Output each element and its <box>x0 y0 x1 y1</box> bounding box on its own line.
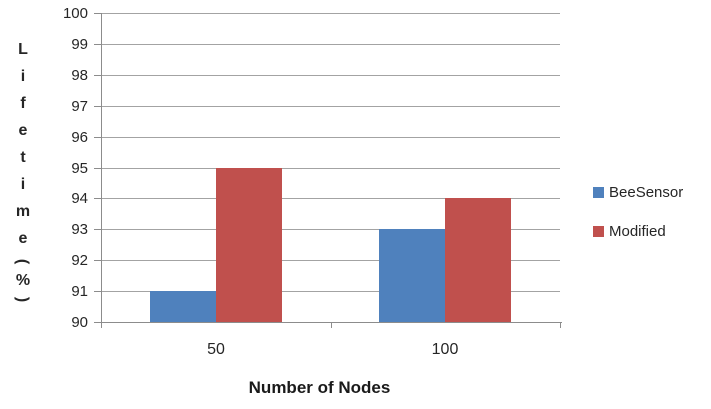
gridline <box>101 44 560 45</box>
y-axis-title-char: i <box>20 68 26 85</box>
y-tick <box>94 322 101 323</box>
y-axis-title-char: L <box>18 41 28 58</box>
y-tick <box>94 75 101 76</box>
y-tick <box>94 260 101 261</box>
y-tick-label: 91 <box>71 283 88 300</box>
y-axis-line <box>101 13 102 322</box>
y-axis-title-char: ( <box>14 258 32 265</box>
gridline <box>101 260 560 261</box>
y-tick <box>94 291 101 292</box>
bar-modified-100 <box>445 198 511 322</box>
x-tick <box>560 322 561 328</box>
y-tick <box>94 106 101 107</box>
legend: BeeSensor Modified <box>593 184 683 240</box>
legend-label: BeeSensor <box>609 184 684 201</box>
bar-beesensor-100 <box>379 229 445 322</box>
y-tick-label: 95 <box>71 160 88 177</box>
legend-item: BeeSensor <box>593 184 683 201</box>
y-tick-label: 99 <box>71 36 88 53</box>
y-tick <box>94 13 101 14</box>
bar-modified-50 <box>216 168 282 322</box>
y-tick-label: 92 <box>71 252 88 269</box>
x-tick <box>101 322 102 328</box>
x-category-label: 50 <box>207 341 225 358</box>
y-tick-label: 97 <box>71 98 88 115</box>
gridline <box>101 13 560 14</box>
legend-swatch-modified <box>593 226 604 237</box>
y-axis-title-char: i <box>20 176 26 193</box>
y-axis-title-char: m <box>15 203 31 220</box>
x-category-label: 100 <box>431 341 459 358</box>
y-axis-title-char: % <box>15 272 31 289</box>
legend-item: Modified <box>593 223 683 240</box>
legend-label: Modified <box>609 223 666 240</box>
y-tick-label: 93 <box>71 221 88 238</box>
x-tick <box>331 322 332 328</box>
y-axis-title-char: e <box>18 230 28 247</box>
y-tick-label: 98 <box>71 67 88 84</box>
y-tick <box>94 198 101 199</box>
gridline <box>101 291 560 292</box>
y-tick-label: 96 <box>71 129 88 146</box>
gridline <box>101 75 560 76</box>
y-axis-title-char: f <box>20 95 26 112</box>
y-axis-title-char: e <box>18 122 28 139</box>
y-axis-title-char: ) <box>14 296 32 303</box>
y-tick-label: 90 <box>71 314 88 331</box>
y-tick <box>94 168 101 169</box>
gridline <box>101 168 560 169</box>
y-tick <box>94 44 101 45</box>
y-tick-label: 94 <box>71 190 88 207</box>
gridline <box>101 137 560 138</box>
bar-beesensor-50 <box>150 291 216 322</box>
y-tick-label: 100 <box>62 5 88 22</box>
legend-swatch-beesensor <box>593 187 604 198</box>
y-tick <box>94 137 101 138</box>
x-axis-title: Number of Nodes <box>248 378 391 397</box>
gridline <box>101 229 560 230</box>
y-axis-title-char: t <box>20 149 26 166</box>
gridline <box>101 106 560 107</box>
gridline <box>101 198 560 199</box>
y-tick <box>94 229 101 230</box>
